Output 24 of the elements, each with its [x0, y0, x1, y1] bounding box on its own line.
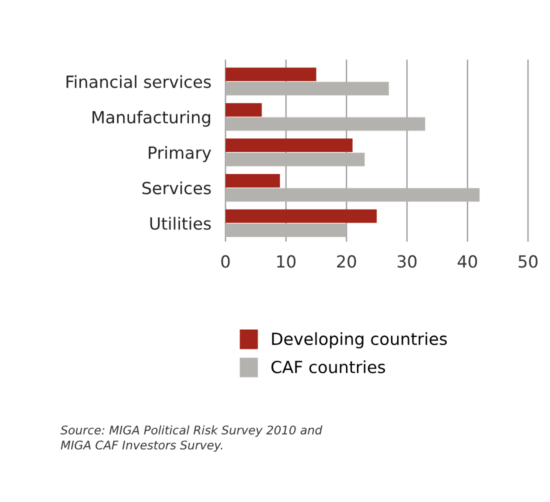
legend-label: CAF countries — [271, 360, 386, 374]
bar — [226, 68, 316, 82]
source-note: Source: MIGA Political Risk Survey 2010 and MIGA CAF Investors Survey. — [60, 425, 322, 452]
bar — [226, 82, 389, 96]
bar — [226, 138, 353, 152]
bar — [226, 188, 480, 202]
bar — [226, 224, 346, 238]
x-tick-label: 20 — [337, 255, 356, 268]
y-tick-label: Manufacturing — [92, 110, 210, 127]
y-tick-label: Financial services — [66, 75, 211, 88]
x-tick-label: 0 — [221, 255, 230, 268]
x-tick-label: 40 — [458, 255, 477, 268]
bar — [226, 209, 377, 223]
bar — [226, 174, 280, 188]
bar — [226, 117, 426, 131]
x-tick-label: 10 — [277, 255, 296, 268]
bar — [226, 152, 365, 166]
y-tick-label: Services — [142, 181, 211, 194]
x-tick-label: 50 — [518, 255, 538, 268]
legend-label: Developing countries — [272, 332, 447, 348]
bar — [226, 103, 262, 117]
x-tick-label: 30 — [398, 255, 416, 268]
y-tick-label: Utilities — [150, 216, 211, 230]
y-tick-label: Primary — [148, 146, 212, 162]
